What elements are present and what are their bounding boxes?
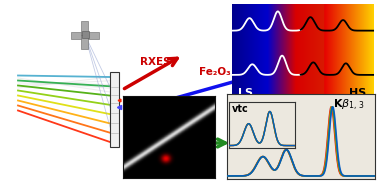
Text: LS: LS — [238, 88, 253, 98]
Text: RXES: RXES — [140, 57, 170, 67]
Bar — [82, 31, 89, 38]
Bar — [85, 32, 99, 39]
Text: LH-XES: LH-XES — [154, 139, 196, 149]
Text: vtc: vtc — [232, 104, 249, 114]
Bar — [81, 35, 88, 49]
Bar — [110, 72, 119, 147]
Text: HS: HS — [349, 88, 366, 98]
Text: Fe₂O₃: Fe₂O₃ — [199, 67, 231, 77]
Bar — [71, 32, 85, 39]
Text: K$\beta_{1,\,3}$: K$\beta_{1,\,3}$ — [333, 98, 366, 113]
Bar — [81, 21, 88, 35]
Text: XES: XES — [191, 97, 213, 107]
